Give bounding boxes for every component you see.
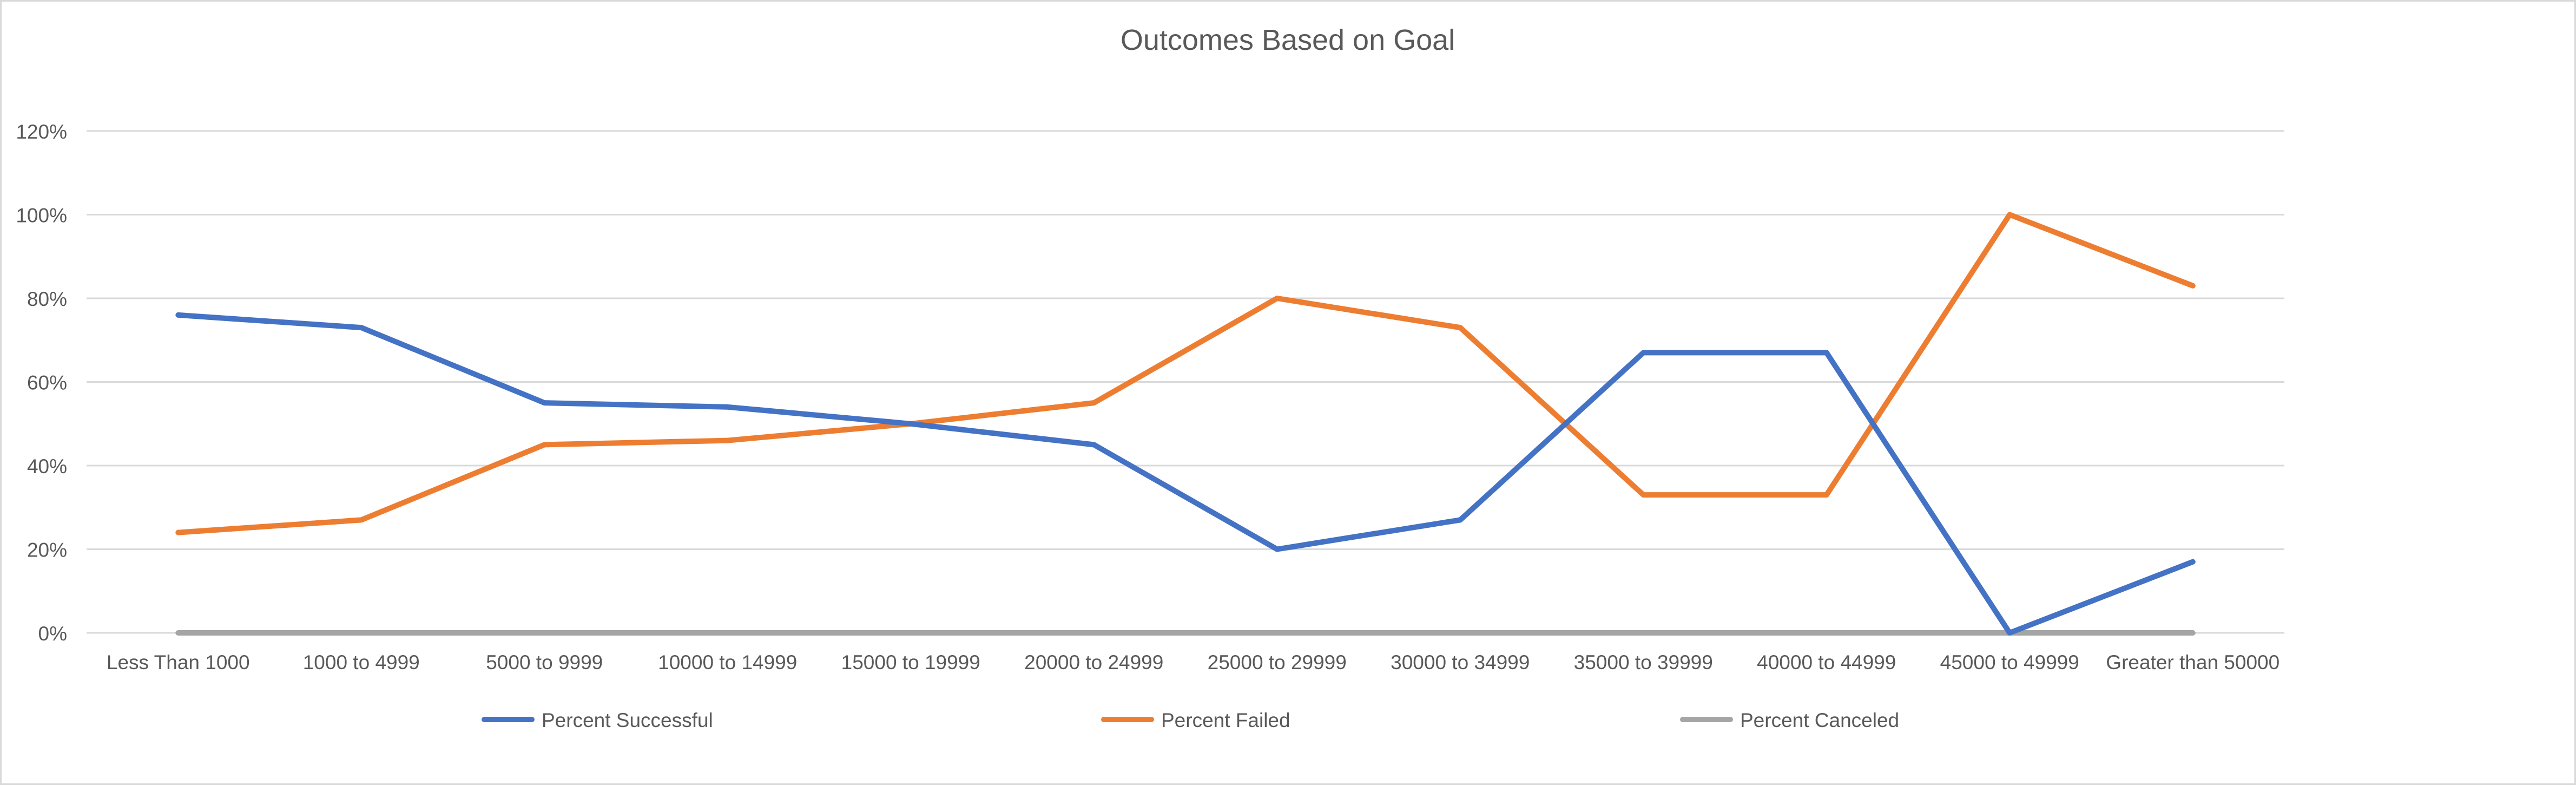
chart-title: Outcomes Based on Goal bbox=[1121, 24, 1455, 56]
x-tick-label: 15000 to 19999 bbox=[841, 651, 980, 673]
y-tick-label: 0% bbox=[38, 623, 67, 645]
legend-label: Percent Successful bbox=[542, 709, 713, 731]
y-tick-label: 80% bbox=[27, 288, 67, 310]
legend-label: Percent Failed bbox=[1161, 709, 1290, 731]
x-tick-label: 35000 to 39999 bbox=[1574, 651, 1713, 673]
x-tick-label: 10000 to 14999 bbox=[658, 651, 797, 673]
x-tick-label: 20000 to 24999 bbox=[1024, 651, 1163, 673]
gridlines bbox=[87, 130, 2284, 634]
y-tick-label: 60% bbox=[27, 372, 67, 394]
y-tick-label: 120% bbox=[16, 121, 67, 143]
legend-label: Percent Canceled bbox=[1740, 709, 1899, 731]
x-tick-label: Greater than 50000 bbox=[2106, 651, 2279, 673]
x-tick-label: 1000 to 4999 bbox=[303, 651, 420, 673]
series-line-percent-successful bbox=[175, 312, 2196, 636]
series-line-percent-failed bbox=[175, 212, 2196, 535]
y-tick-label: 40% bbox=[27, 455, 67, 477]
x-tick-label: Less Than 1000 bbox=[107, 651, 250, 673]
y-tick-label: 20% bbox=[27, 539, 67, 561]
legend: Percent Successful Percent Failed Percent … bbox=[482, 709, 1899, 731]
x-tick-label: 40000 to 44999 bbox=[1757, 651, 1896, 673]
x-tick-label: 30000 to 34999 bbox=[1391, 651, 1530, 673]
y-axis-tick-labels: 0% 20% 40% 60% 80% 100% 120% bbox=[16, 121, 67, 645]
x-tick-label: 5000 to 9999 bbox=[486, 651, 603, 673]
x-tick-label: 25000 to 29999 bbox=[1208, 651, 1347, 673]
series-lines bbox=[175, 212, 2196, 636]
x-axis-tick-labels: Less Than 1000 1000 to 4999 5000 to 9999 10… bbox=[107, 651, 2279, 673]
x-tick-label: 45000 to 49999 bbox=[1940, 651, 2079, 673]
y-tick-label: 100% bbox=[16, 205, 67, 227]
